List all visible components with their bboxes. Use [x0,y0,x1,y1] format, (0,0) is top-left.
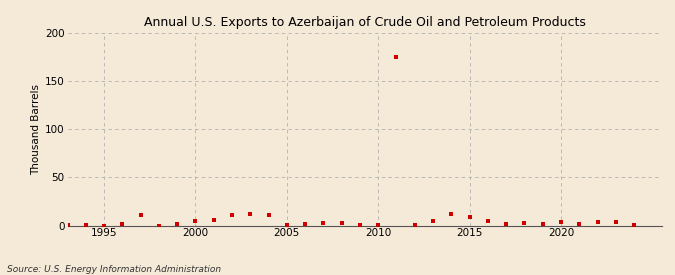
Point [80,222,91,227]
Point [409,222,420,227]
Point [519,220,530,225]
Point [501,221,512,226]
Point [227,213,238,217]
Text: Source: U.S. Energy Information Administration: Source: U.S. Energy Information Administ… [7,265,221,274]
Point [610,219,621,224]
Point [464,214,475,219]
Point [300,221,310,226]
Point [245,212,256,216]
Point [556,219,566,224]
Point [135,213,146,217]
Point [628,222,639,227]
Point [428,218,439,223]
Point [574,221,585,226]
Point [391,55,402,59]
Y-axis label: Thousand Barrels: Thousand Barrels [31,84,40,175]
Point [336,220,347,225]
Point [263,213,274,217]
Point [99,223,109,228]
Point [171,221,182,226]
Point [446,212,457,216]
Point [592,219,603,224]
Point [190,218,201,223]
Point [62,222,73,227]
Point [483,218,493,223]
Point [373,222,383,227]
Point [209,218,219,222]
Point [318,220,329,225]
Point [281,222,292,227]
Point [153,223,164,228]
Point [117,221,128,226]
Point [537,221,548,226]
Point [354,222,365,227]
Title: Annual U.S. Exports to Azerbaijan of Crude Oil and Petroleum Products: Annual U.S. Exports to Azerbaijan of Cru… [144,16,585,29]
